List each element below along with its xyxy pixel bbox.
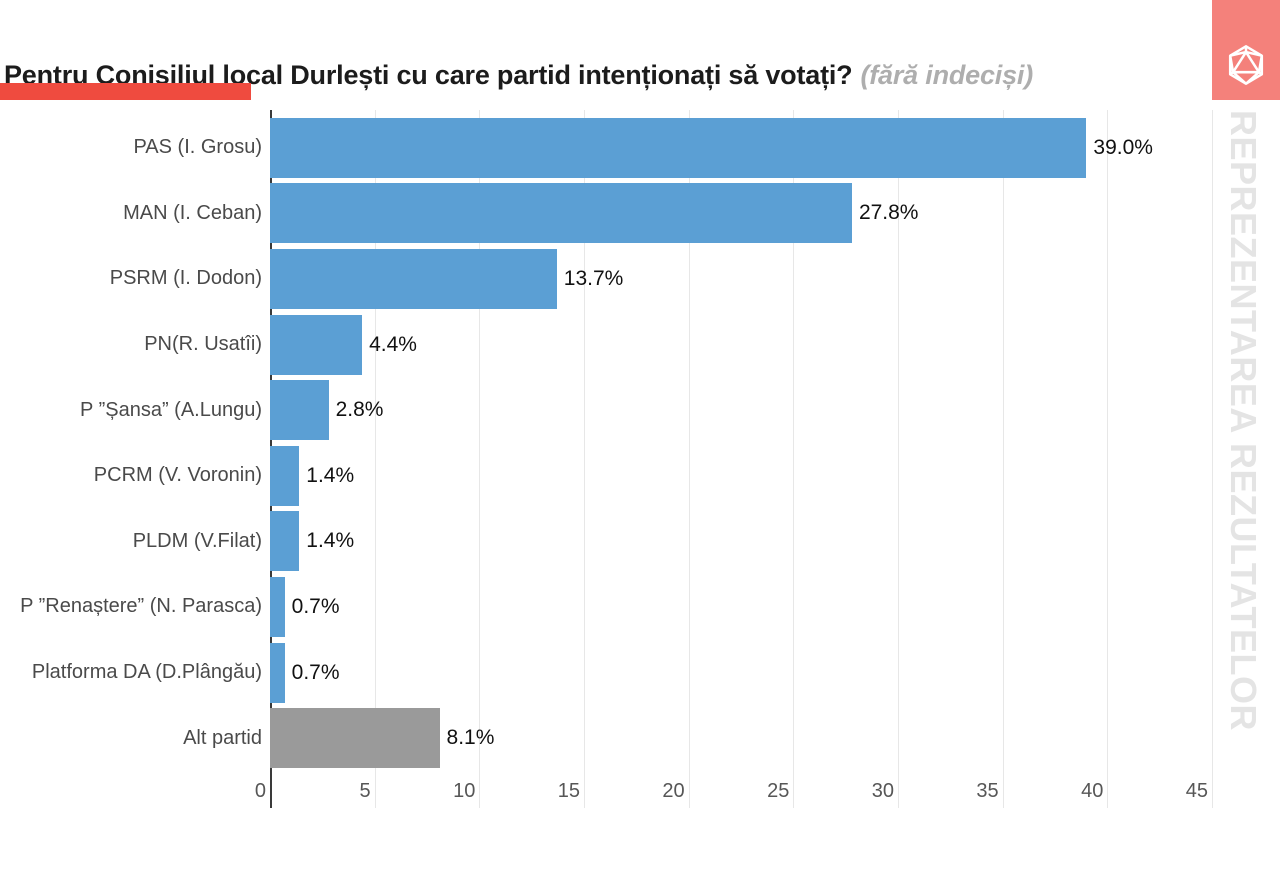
watermark-text: REPREZENTAREA REZULTATELOR bbox=[1223, 110, 1264, 731]
category-label: PAS (I. Grosu) bbox=[133, 136, 262, 159]
x-tick-label: 15 bbox=[557, 780, 580, 802]
x-axis: 0 5 10 15 20 25 30 35 40 45 bbox=[255, 780, 1212, 808]
bar-track: 4.4% bbox=[270, 312, 1212, 378]
x-tick-label: 40 bbox=[1081, 780, 1104, 802]
bar-track: 39.0% bbox=[270, 115, 1212, 181]
value-label: 0.7% bbox=[291, 594, 340, 618]
x-tick-label: 10 bbox=[453, 780, 476, 802]
x-tick-label: 25 bbox=[767, 780, 790, 802]
bar bbox=[270, 117, 1087, 178]
value-label: 8.1% bbox=[446, 726, 495, 750]
bar-row: PCRM (V. Voronin) 1.4% bbox=[0, 443, 1212, 509]
bar bbox=[270, 314, 363, 375]
bar-track: 0.7% bbox=[270, 640, 1212, 706]
bar-track: 0.7% bbox=[270, 574, 1212, 640]
value-label: 13.7% bbox=[563, 266, 624, 290]
gridline bbox=[1002, 110, 1004, 808]
gridline bbox=[479, 110, 481, 808]
bar bbox=[270, 248, 557, 309]
chart-rows: PAS (I. Grosu) 39.0% MAN (I. Ceban) 27.8% PS… bbox=[0, 115, 1212, 771]
value-label: 1.4% bbox=[306, 529, 355, 553]
category-label: P ”Renaștere” (N. Parasca) bbox=[20, 595, 262, 618]
bar bbox=[270, 642, 285, 703]
value-label: 0.7% bbox=[291, 660, 340, 684]
bar-row: PAS (I. Grosu) 39.0% bbox=[0, 115, 1212, 181]
x-tick-label: 35 bbox=[976, 780, 999, 802]
value-label: 27.8% bbox=[858, 201, 919, 225]
bar bbox=[270, 445, 300, 506]
bar-row: Alt partid 8.1% bbox=[0, 705, 1212, 771]
value-label: 39.0% bbox=[1093, 135, 1153, 159]
x-tick-label: 20 bbox=[662, 780, 685, 802]
bar-row: PLDM (V.Filat) 1.4% bbox=[0, 509, 1212, 575]
category-label: P ”Șansa” (A.Lungu) bbox=[80, 398, 262, 421]
category-label: Platforma DA (D.Plângău) bbox=[31, 661, 262, 684]
bar-track: 1.4% bbox=[270, 443, 1212, 509]
bar bbox=[270, 511, 300, 572]
category-label: PCRM (V. Voronin) bbox=[93, 464, 262, 487]
gridline bbox=[374, 110, 376, 808]
brand-logo bbox=[1212, 0, 1280, 100]
bar-track: 1.4% bbox=[270, 509, 1212, 575]
category-label: MAN (I. Ceban) bbox=[123, 201, 262, 224]
x-tick-label: 45 bbox=[1185, 780, 1208, 802]
bar-track: 13.7% bbox=[270, 246, 1212, 312]
bar bbox=[270, 708, 440, 769]
category-label: PN(R. Usatîi) bbox=[144, 333, 262, 356]
bar bbox=[270, 576, 285, 637]
x-tick-label: 5 bbox=[359, 780, 371, 802]
value-label: 2.8% bbox=[335, 398, 384, 422]
d20-dice-icon bbox=[1228, 45, 1264, 85]
gridlines bbox=[270, 110, 1213, 808]
category-label: PSRM (I. Dodon) bbox=[109, 267, 262, 290]
title-accent-bar bbox=[0, 83, 251, 100]
bar-row: MAN (I. Ceban) 27.8% bbox=[0, 181, 1212, 247]
bar-row: P ”Renaștere” (N. Parasca) 0.7% bbox=[0, 574, 1212, 640]
bar-track: 27.8% bbox=[270, 181, 1212, 247]
bar-track: 8.1% bbox=[270, 705, 1212, 771]
bar-track: 2.8% bbox=[270, 377, 1212, 443]
gridline bbox=[583, 110, 585, 808]
bar-row: PN(R. Usatîi) 4.4% bbox=[0, 312, 1212, 378]
bar-row: P ”Șansa” (A.Lungu) 2.8% bbox=[0, 377, 1212, 443]
gridline bbox=[793, 110, 795, 808]
bar-row: PSRM (I. Dodon) 13.7% bbox=[0, 246, 1212, 312]
bar bbox=[270, 183, 852, 244]
x-tick-label: 0 bbox=[254, 780, 266, 802]
bar-row: Platforma DA (D.Plângău) 0.7% bbox=[0, 640, 1212, 706]
category-label: Alt partid bbox=[183, 726, 262, 749]
chart-subtitle: (fără indeciși) bbox=[860, 60, 1034, 91]
value-label: 1.4% bbox=[306, 463, 355, 487]
gridline bbox=[1212, 110, 1213, 808]
bar bbox=[270, 380, 329, 441]
gridline bbox=[897, 110, 899, 808]
value-label: 4.4% bbox=[369, 332, 417, 356]
category-label: PLDM (V.Filat) bbox=[132, 529, 262, 552]
gridline bbox=[1107, 110, 1109, 808]
x-tick-label: 30 bbox=[871, 780, 894, 802]
gridline bbox=[688, 110, 690, 808]
